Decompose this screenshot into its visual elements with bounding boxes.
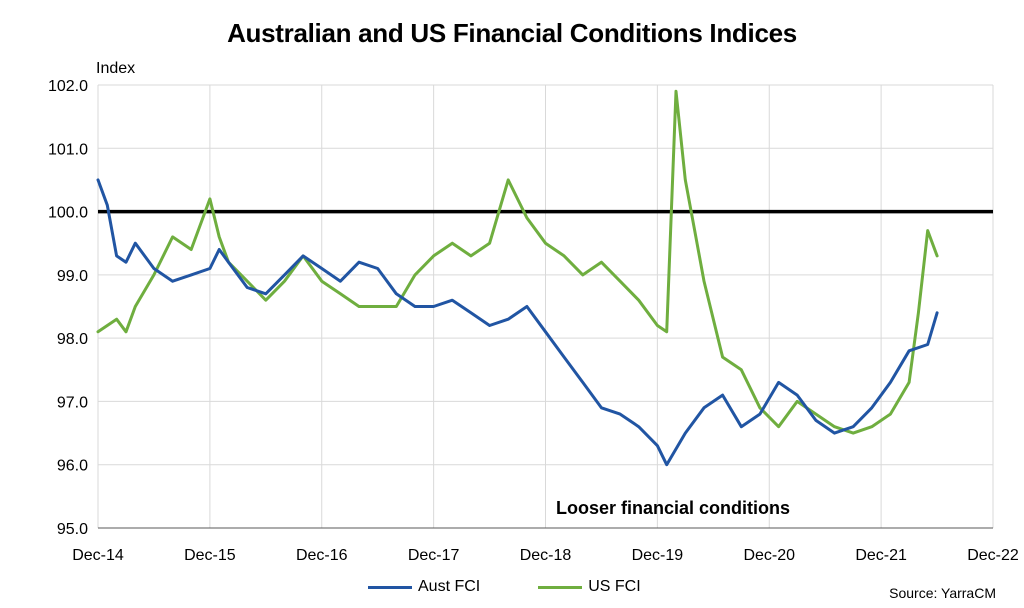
source-note: Source: YarraCM [889,585,996,601]
legend: Aust FCI US FCI [368,578,641,596]
series-line-aust-fci [96,178,939,467]
x-tick-label: Dec-17 [408,547,460,564]
x-tick-label: Dec-15 [184,547,236,564]
x-tick-label: Dec-14 [72,547,124,564]
y-tick-label: 101.0 [48,141,88,158]
chart-title: Australian and US Financial Conditions I… [227,18,797,48]
y-tick-label: 102.0 [48,78,88,95]
y-tick-label: 95.0 [57,521,88,538]
legend-item-aust: Aust FCI [368,578,480,596]
y-tick-label: 96.0 [57,458,88,475]
legend-swatch-aust [368,585,412,589]
x-tick-label: Dec-21 [855,547,907,564]
y-tick-label: 98.0 [57,331,88,348]
y-tick-label: 99.0 [57,268,88,285]
legend-swatch-us [538,585,583,589]
x-tick-label: Dec-22 [967,547,1019,564]
legend-item-us: US FCI [538,578,641,596]
x-tick-label: Dec-16 [296,547,348,564]
legend-label-aust: Aust FCI [418,578,481,595]
x-tick-label: Dec-20 [743,547,795,564]
x-tick-label: Dec-18 [520,547,572,564]
tick-labels: 95.0 96.0 97.0 98.0 99.0 100.0 101.0 102.0 Dec-1… [48,78,1019,564]
series-line-us-fci [96,89,939,435]
y-axis-label: Index [96,60,136,77]
annotation-looser-conditions: Looser financial conditions [556,498,791,518]
legend-label-us: US FCI [588,578,641,595]
y-tick-label: 97.0 [57,394,88,411]
y-tick-label: 100.0 [48,205,88,222]
series-lines [96,89,939,467]
x-tick-label: Dec-19 [632,547,684,564]
gridlines [97,84,994,529]
